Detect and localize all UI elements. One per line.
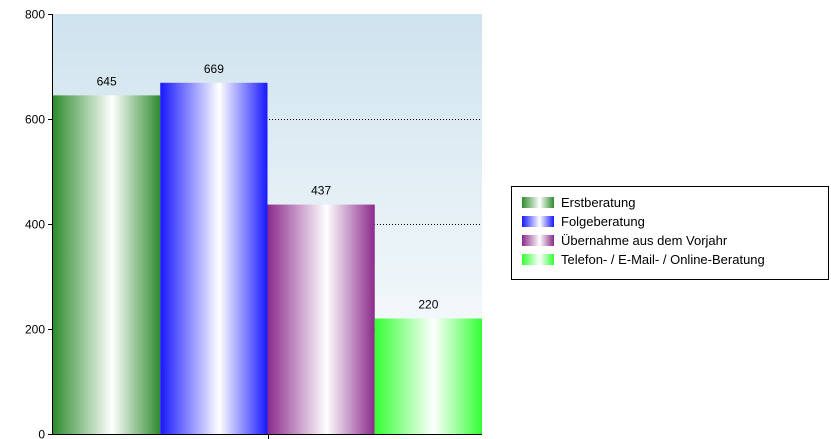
legend-item: Erstberatung	[522, 193, 828, 212]
data-label: 220	[418, 298, 438, 312]
legend-swatch	[522, 216, 554, 227]
bar	[53, 95, 161, 434]
data-label: 645	[97, 74, 117, 88]
data-label: 669	[204, 62, 224, 76]
legend-item: Übernahme aus dem Vorjahr	[522, 231, 828, 250]
y-tick-label: 600	[25, 113, 45, 127]
bars	[53, 82, 482, 435]
y-ticks: 0 200 400 600 800	[25, 8, 53, 439]
legend-label: Übernahme aus dem Vorjahr	[561, 233, 728, 248]
data-labels: 645 669 437 220	[97, 62, 439, 312]
y-tick-label: 200	[25, 323, 45, 337]
legend-label: Folgeberatung	[561, 214, 645, 229]
legend-item: Telefon- / E-Mail- / Online-Beratung	[522, 250, 828, 269]
legend-label: Telefon- / E-Mail- / Online-Beratung	[561, 252, 765, 267]
y-tick-label: 800	[25, 8, 45, 22]
legend: Erstberatung Folgeberatung Übernahme aus…	[511, 186, 829, 280]
bar	[267, 204, 375, 434]
bar	[160, 82, 268, 435]
legend-item: Folgeberatung	[522, 212, 828, 231]
y-tick-label: 0	[38, 428, 45, 439]
bar	[374, 318, 482, 434]
legend-swatch	[522, 235, 554, 246]
data-label: 437	[311, 184, 331, 198]
y-tick-label: 400	[25, 218, 45, 232]
legend-swatch	[522, 254, 554, 265]
legend-label: Erstberatung	[561, 195, 636, 210]
legend-swatch	[522, 197, 554, 208]
